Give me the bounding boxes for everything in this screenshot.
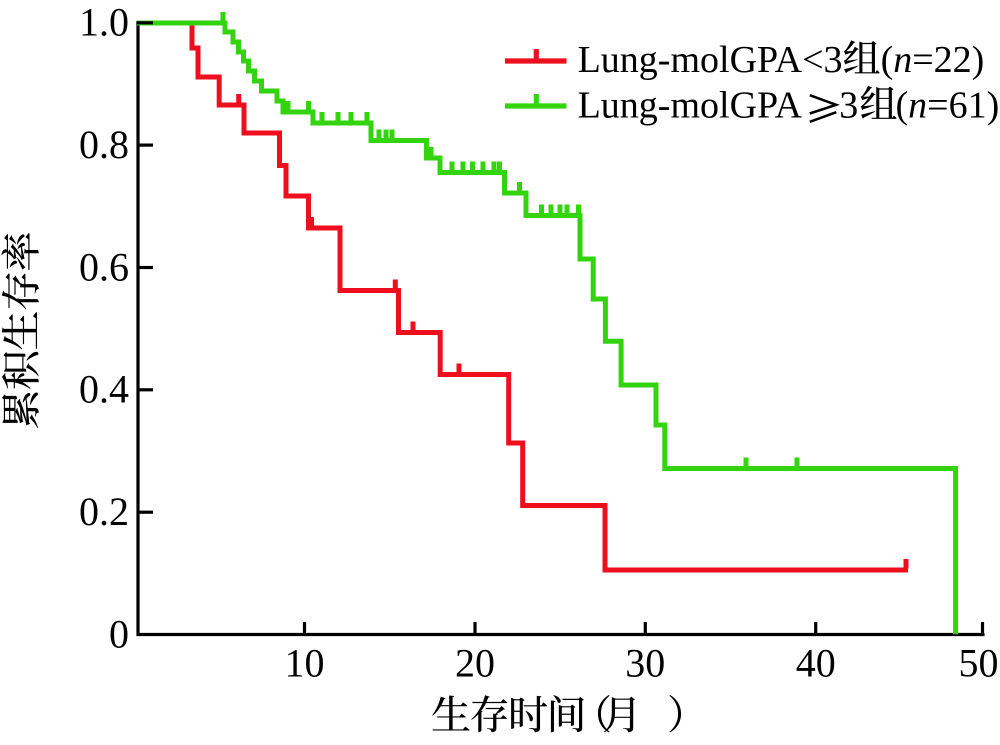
- svg-text:20: 20: [455, 641, 495, 686]
- svg-text:30: 30: [625, 641, 665, 686]
- svg-text:0.4: 0.4: [79, 367, 129, 412]
- svg-text:1.0: 1.0: [79, 0, 129, 45]
- svg-text:50: 50: [959, 641, 999, 686]
- svg-text:Lung-molGPA: Lung-molGPA: [578, 85, 803, 127]
- svg-text:0: 0: [109, 611, 129, 656]
- svg-text:0.8: 0.8: [79, 122, 129, 167]
- svg-text:3: 3: [839, 85, 858, 127]
- svg-text:(n=61): (n=61): [896, 85, 1000, 127]
- svg-text:Lung-molGPA<3: Lung-molGPA<3: [578, 39, 843, 81]
- svg-text:0.2: 0.2: [79, 489, 129, 534]
- svg-text:40: 40: [796, 641, 836, 686]
- svg-text:0.6: 0.6: [79, 244, 129, 289]
- svg-text:(n=22): (n=22): [881, 39, 985, 81]
- svg-text:10: 10: [285, 641, 325, 686]
